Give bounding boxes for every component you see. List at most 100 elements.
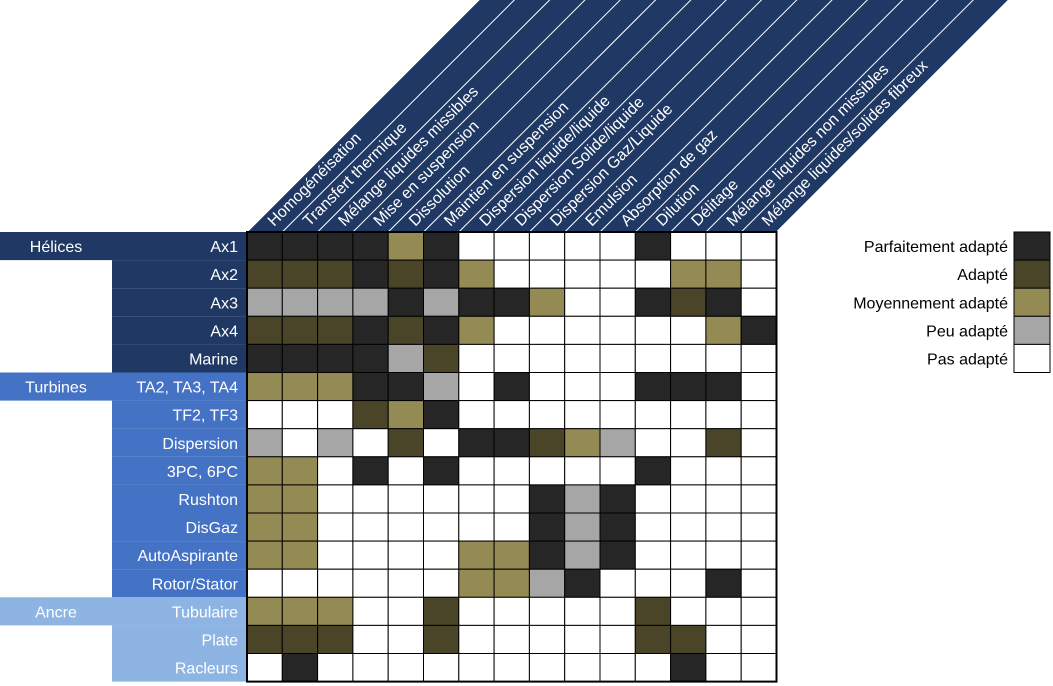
matrix-cell bbox=[423, 456, 460, 486]
matrix-cell bbox=[705, 400, 742, 430]
matrix-cell bbox=[493, 343, 530, 373]
matrix-cell bbox=[281, 400, 319, 430]
row-label-background bbox=[112, 484, 247, 513]
row-label-background bbox=[112, 260, 247, 289]
matrix-cell bbox=[564, 484, 601, 514]
matrix-cell bbox=[564, 653, 601, 683]
group-label: Ancre bbox=[35, 604, 77, 621]
row-label-background bbox=[112, 541, 247, 570]
matrix-cell bbox=[317, 428, 354, 458]
matrix-cell bbox=[246, 484, 283, 514]
row-label-background bbox=[112, 372, 247, 401]
matrix-cell bbox=[281, 231, 319, 261]
matrix-cell bbox=[387, 624, 425, 655]
matrix-cell bbox=[564, 540, 601, 570]
matrix-cell bbox=[387, 596, 425, 626]
matrix-cell bbox=[246, 231, 283, 261]
matrix-cell bbox=[740, 428, 778, 458]
matrix-cell bbox=[564, 372, 601, 402]
row-label: Plate bbox=[202, 632, 239, 649]
matrix-cell bbox=[458, 259, 495, 289]
matrix-cell bbox=[246, 343, 283, 373]
column-header-divider bbox=[740, 0, 974, 233]
matrix-cell bbox=[634, 484, 672, 514]
matrix-cell bbox=[317, 287, 354, 317]
matrix-cell bbox=[281, 653, 319, 683]
matrix-cell bbox=[387, 512, 425, 542]
column-header-divider bbox=[599, 0, 833, 233]
matrix-cell bbox=[458, 596, 495, 626]
matrix-cell bbox=[458, 624, 495, 655]
matrix-cell bbox=[634, 400, 672, 430]
matrix-cell bbox=[246, 315, 283, 345]
matrix-cell bbox=[387, 653, 425, 683]
legend-label: Parfaitement adapté bbox=[864, 239, 1008, 256]
matrix-cell bbox=[634, 596, 672, 626]
matrix-cell bbox=[423, 596, 460, 626]
matrix-cell bbox=[458, 400, 495, 430]
matrix-cell bbox=[564, 400, 601, 430]
matrix-cell bbox=[423, 484, 460, 514]
matrix-cell bbox=[317, 372, 354, 402]
matrix-cell bbox=[458, 315, 495, 345]
matrix-cell bbox=[493, 624, 530, 655]
row-label-background bbox=[112, 597, 247, 626]
matrix-cell bbox=[528, 287, 566, 317]
matrix-cell bbox=[352, 540, 389, 570]
row-label-background bbox=[112, 625, 247, 654]
matrix-cell bbox=[599, 287, 636, 317]
matrix-cell bbox=[564, 259, 601, 289]
row-label: Ax2 bbox=[210, 267, 238, 284]
matrix-cell bbox=[705, 287, 742, 317]
matrix-cell bbox=[528, 568, 566, 598]
matrix-cell bbox=[634, 259, 672, 289]
matrix-cell bbox=[564, 512, 601, 542]
row-label-background bbox=[112, 344, 247, 373]
matrix-cell bbox=[493, 512, 530, 542]
matrix-cell bbox=[705, 540, 742, 570]
matrix-cell bbox=[528, 596, 566, 626]
column-header-divider bbox=[564, 0, 798, 233]
matrix-cell bbox=[528, 343, 566, 373]
matrix-cell bbox=[740, 287, 778, 317]
matrix-cell bbox=[634, 343, 672, 373]
matrix-cell bbox=[564, 428, 601, 458]
matrix-cell bbox=[740, 231, 778, 261]
row-label: Ax3 bbox=[210, 295, 238, 312]
matrix-cell bbox=[387, 484, 425, 514]
matrix-cell bbox=[740, 343, 778, 373]
matrix-cell bbox=[246, 624, 283, 655]
matrix-cell bbox=[670, 372, 707, 402]
matrix-cell bbox=[705, 259, 742, 289]
matrix-cell bbox=[634, 653, 672, 683]
matrix-cell bbox=[493, 596, 530, 626]
matrix-cell bbox=[493, 287, 530, 317]
matrix-cell bbox=[458, 456, 495, 486]
matrix-cell bbox=[599, 653, 636, 683]
matrix-cell bbox=[281, 596, 319, 626]
matrix-cell bbox=[458, 287, 495, 317]
matrix-cell bbox=[281, 484, 319, 514]
matrix-cell bbox=[423, 259, 460, 289]
matrix-cell bbox=[493, 653, 530, 683]
matrix-cell bbox=[352, 287, 389, 317]
matrix-cell bbox=[564, 456, 601, 486]
matrix-cell bbox=[705, 484, 742, 514]
matrix-cell bbox=[352, 456, 389, 486]
matrix-cell bbox=[740, 259, 778, 289]
matrix-cell bbox=[387, 428, 425, 458]
matrix-cell bbox=[670, 428, 707, 458]
matrix-cell bbox=[670, 568, 707, 598]
matrix-cell bbox=[423, 400, 460, 430]
row-label: Rushton bbox=[178, 492, 238, 509]
matrix-cell bbox=[599, 540, 636, 570]
matrix-cell bbox=[634, 428, 672, 458]
column-header-band bbox=[247, 0, 1009, 232]
matrix-cell bbox=[352, 400, 389, 430]
matrix-cell bbox=[352, 372, 389, 402]
matrix-cell bbox=[423, 568, 460, 598]
matrix-cell bbox=[670, 231, 707, 261]
matrix-cell bbox=[670, 512, 707, 542]
group-label: Turbines bbox=[25, 380, 87, 397]
matrix-cell bbox=[317, 596, 354, 626]
